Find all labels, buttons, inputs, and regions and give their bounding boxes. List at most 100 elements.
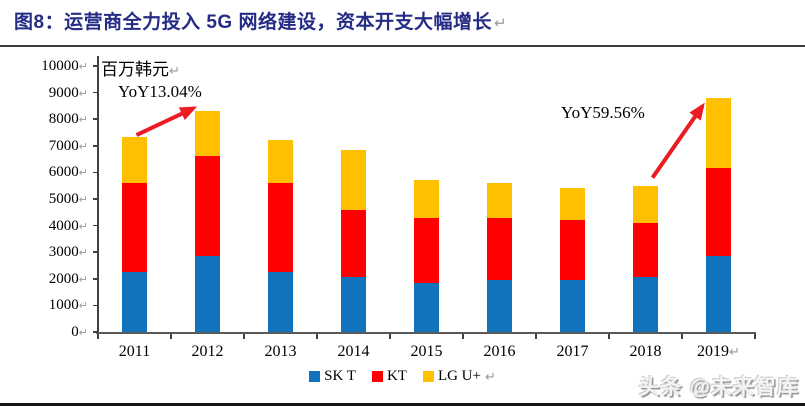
paragraph-return-icon: ↵ (78, 61, 88, 73)
bar-2015-sk-t (414, 282, 439, 332)
y-axis-tick-value: 8000 (48, 111, 79, 128)
y-axis-label-6000: 6000↵ (0, 163, 88, 182)
legend-item-sk-t: SK T (309, 368, 356, 385)
y-axis-label-0: 0↵ (0, 323, 88, 342)
bar-2018-sk-t (633, 277, 658, 332)
y-axis-tick-9000 (93, 91, 98, 94)
y-axis-label-4000: 4000↵ (0, 217, 88, 236)
bar-2013-sk-t (268, 272, 293, 332)
y-axis-tick-value: 1000 (48, 297, 79, 314)
y-axis-tick-8000 (93, 118, 98, 120)
y-axis-label-9000: 9000↵ (0, 84, 88, 103)
x-axis-tick-6 (535, 334, 537, 339)
bar-2019-lg-u+ (706, 97, 731, 169)
x-axis-tick-value: 2013 (264, 343, 297, 360)
x-axis-label-2017: 2017 (541, 343, 605, 361)
y-axis-line (97, 56, 99, 333)
y-axis-tick-6000 (93, 171, 98, 174)
y-axis-tick-0 (93, 331, 98, 333)
paragraph-return-icon: ↵ (78, 247, 88, 260)
x-axis-tick-value: 2015 (410, 343, 443, 360)
bar-2015-lg-u+ (414, 180, 439, 219)
x-axis-label-2018: 2018 (614, 343, 678, 361)
legend-label: KT (386, 368, 407, 384)
y-axis-tick-10000 (93, 65, 98, 67)
y-axis-tick-3000 (93, 251, 98, 253)
y-axis-tick-2000 (93, 278, 98, 280)
paragraph-return-icon: ↵ (78, 273, 88, 286)
bar-2016-lg-u+ (487, 183, 512, 218)
x-axis-tick-8 (681, 334, 683, 339)
x-axis-tick-value: 2017 (556, 343, 589, 360)
bar-2017-kt (560, 220, 585, 281)
y-axis-tick-4000 (93, 224, 98, 227)
figure-title-row: 图8：运营商全力投入 5G 网络建设，资本开支大幅增长 ↵ (14, 7, 507, 34)
y-axis-label-8000: 8000↵ (0, 110, 88, 129)
x-axis-tick-value: 2014 (337, 343, 370, 360)
x-axis-tick-7 (608, 334, 610, 339)
chart-legend: SK T KT LG U+ ↵ (0, 368, 805, 385)
y-axis-label-5000: 5000↵ (0, 190, 88, 209)
bar-2014-lg-u+ (341, 149, 366, 210)
paragraph-return-icon: ↵ (78, 327, 88, 339)
bar-2012-kt (195, 156, 220, 257)
bar-2016-kt (487, 217, 512, 281)
y-axis-tick-value: 9000 (48, 84, 79, 101)
y-axis-tick-7000 (93, 145, 98, 147)
yoy-annotation-2012: YoY13.04% (118, 82, 202, 101)
x-axis-tick-value: 2018 (629, 343, 662, 360)
title-paragraph-return-icon: ↵ (493, 15, 507, 32)
y-axis-tick-value: 0 (71, 324, 79, 340)
y-axis-tick-value: 10000 (41, 58, 79, 74)
paragraph-return-icon: ↵ (78, 87, 88, 100)
title-divider-line (0, 45, 805, 47)
x-axis-label-2012: 2012 (176, 343, 240, 361)
x-axis-tick-5 (462, 334, 464, 339)
paragraph-return-icon: ↵ (78, 220, 88, 233)
bar-2016-sk-t (487, 280, 512, 332)
bar-2018-kt (633, 222, 658, 278)
figure-title: 图8：运营商全力投入 5G 网络建设，资本开支大幅增长 (14, 12, 492, 33)
paragraph-return-icon: ↵ (78, 114, 88, 127)
x-axis-label-2014: 2014 (322, 343, 386, 361)
x-axis-tick-value: 2016 (483, 343, 516, 360)
paragraph-return-icon: ↵ (78, 194, 88, 206)
y-axis-label-3000: 3000↵ (0, 243, 88, 262)
y-axis-tick-value: 2000 (48, 270, 79, 287)
y-axis-tick-value: 5000 (48, 191, 79, 207)
legend-item-kt: KT (371, 368, 407, 385)
bar-2015-kt (414, 218, 439, 283)
x-axis-label-2019: 2019↵ (687, 343, 751, 361)
x-axis-tick-0 (97, 334, 99, 339)
x-axis-tick-value: 2011 (118, 343, 151, 360)
y-axis-unit-label: 百万韩元↵ (101, 55, 180, 80)
paragraph-return-icon: ↵ (78, 167, 88, 180)
x-axis-tick-9 (754, 334, 756, 339)
bar-2012-lg-u+ (195, 111, 220, 157)
y-axis-label-1000: 1000↵ (0, 296, 88, 315)
bottom-divider-line (0, 403, 805, 406)
paragraph-return-icon: ↵ (729, 344, 740, 359)
bar-2014-kt (341, 209, 366, 278)
y-axis-label-7000: 7000↵ (0, 137, 88, 156)
x-axis-label-2013: 2013 (249, 343, 313, 361)
watermark-toutiao: 头条 @未来智库 (638, 376, 799, 399)
x-axis-line (96, 332, 756, 334)
y-axis-tick-5000 (93, 198, 98, 200)
x-axis-tick-1 (170, 334, 172, 339)
y-axis-tick-1000 (93, 304, 98, 307)
bar-2014-sk-t (341, 277, 366, 332)
yoy-arrow-2012 (135, 106, 198, 137)
paragraph-return-icon: ↵ (484, 368, 496, 384)
x-axis-tick-2 (243, 334, 245, 339)
bar-2018-lg-u+ (633, 185, 658, 223)
legend-label: LG U+ (437, 368, 481, 384)
legend-swatch-icon (371, 371, 383, 382)
bar-2011-lg-u+ (122, 137, 147, 184)
y-axis-label-10000: 10000↵ (0, 57, 88, 76)
y-axis-tick-value: 6000 (48, 164, 79, 181)
y-axis-tick-value: 3000 (48, 244, 79, 261)
bar-2017-lg-u+ (560, 188, 585, 221)
legend-label: SK T (324, 368, 356, 384)
